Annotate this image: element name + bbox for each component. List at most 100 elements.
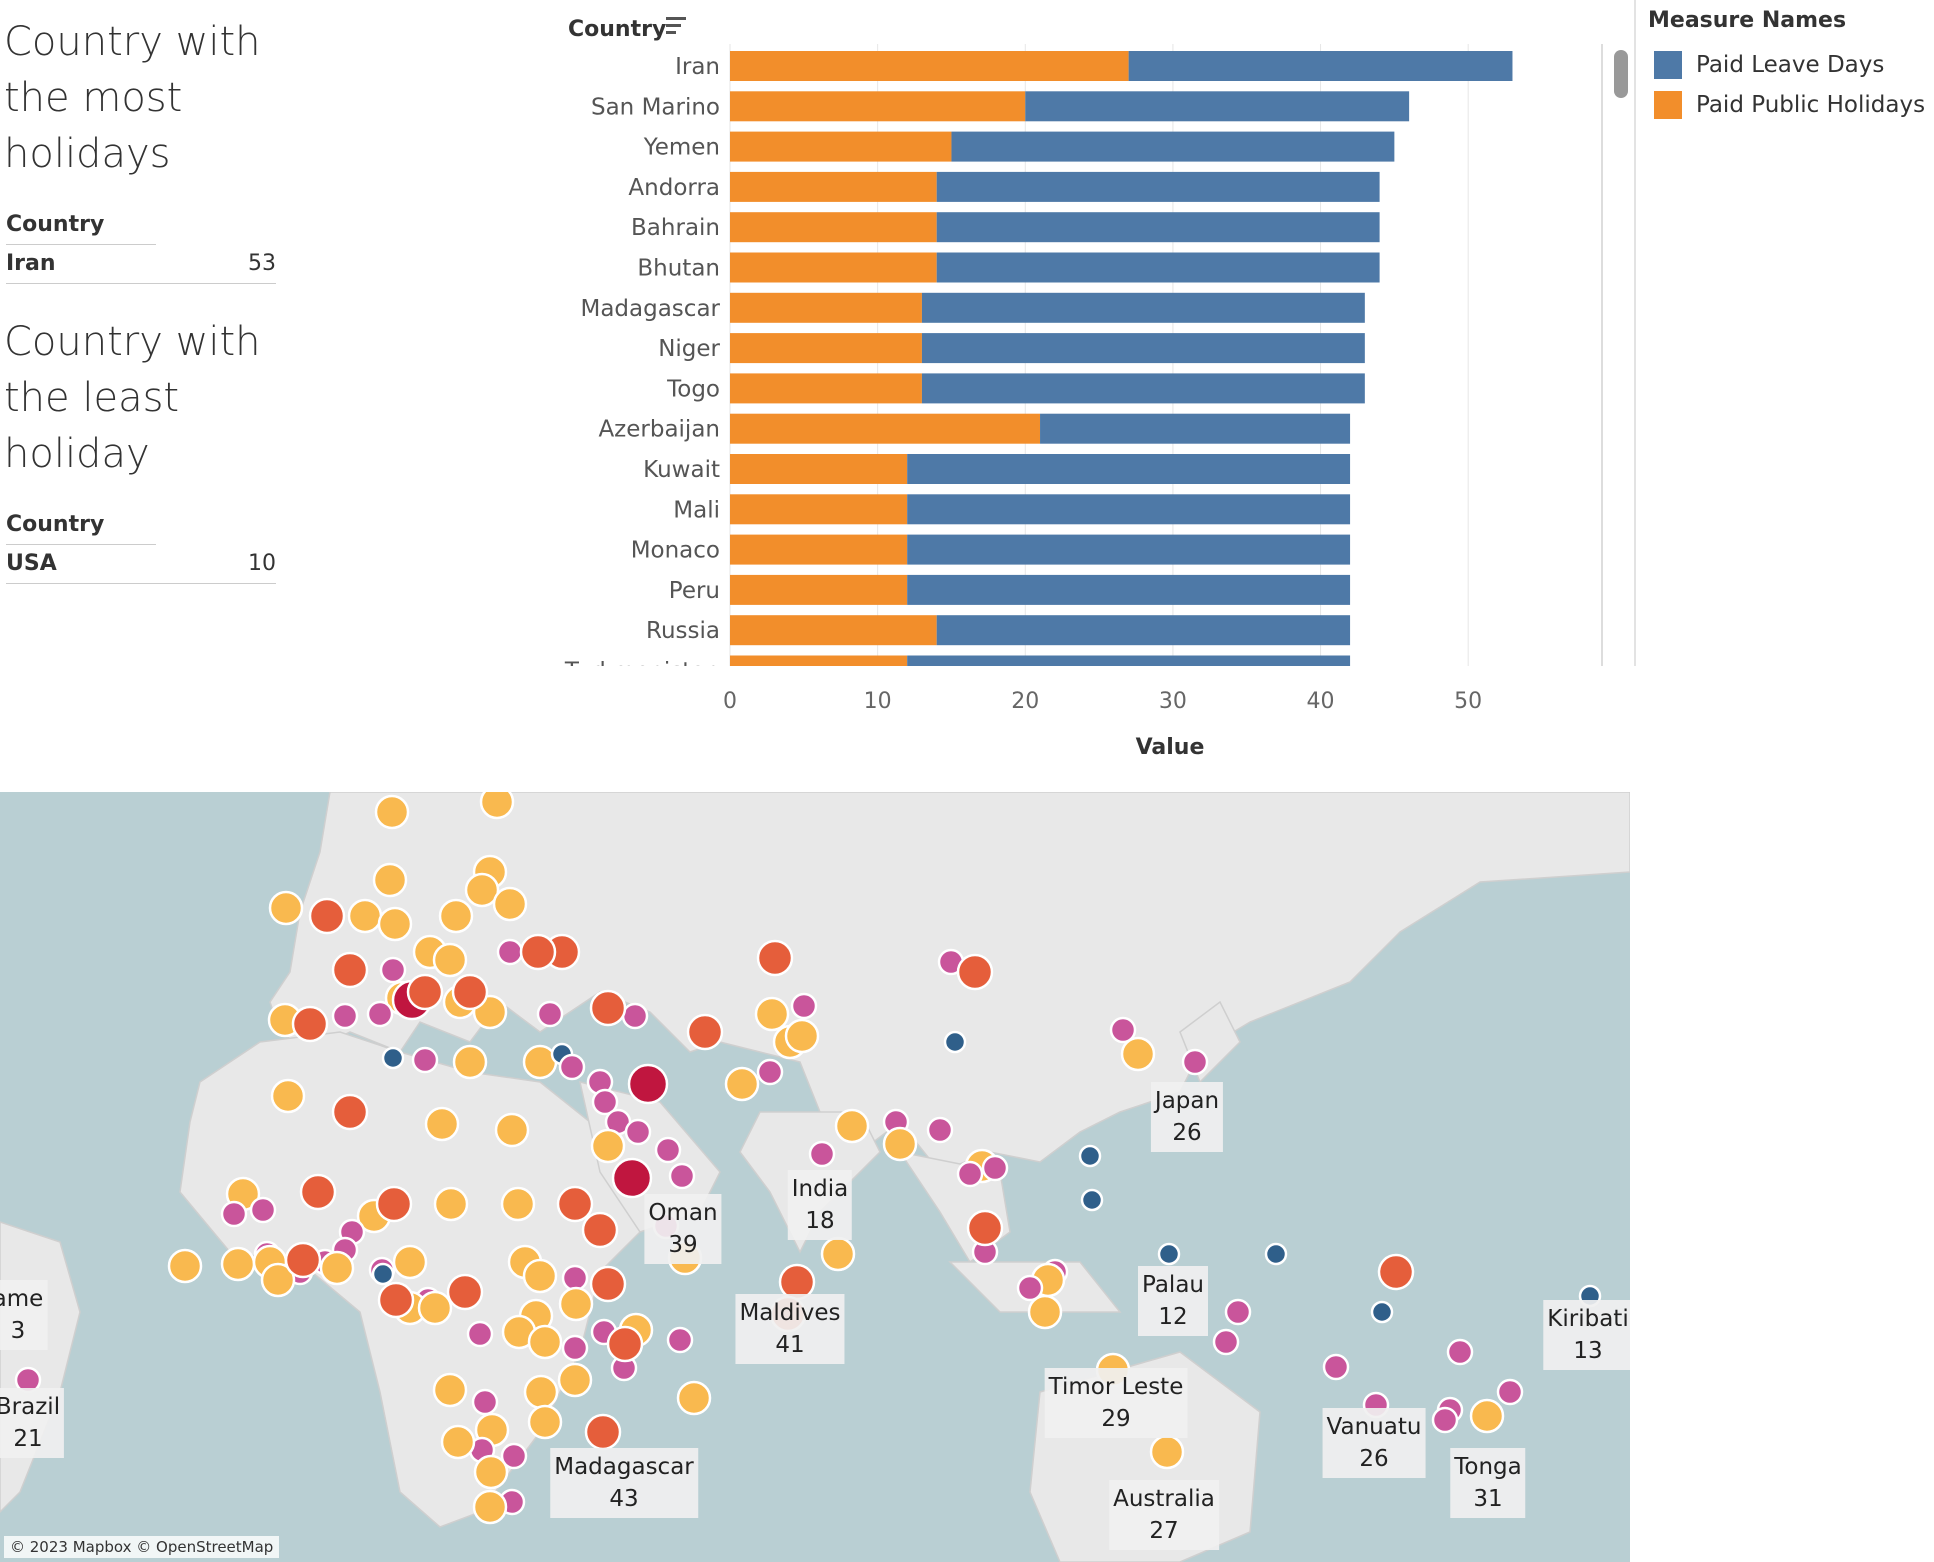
map-point[interactable]	[1431, 1406, 1459, 1434]
bar-paid-leave[interactable]	[951, 131, 1395, 162]
bar-public-holidays[interactable]	[730, 373, 922, 404]
map-point[interactable]	[527, 1324, 563, 1360]
bar-public-holidays[interactable]	[730, 91, 1026, 122]
map-point[interactable]	[834, 1108, 870, 1144]
bar-public-holidays[interactable]	[730, 655, 908, 686]
map-point[interactable]	[381, 1046, 405, 1070]
map-label-japan[interactable]: Japan 26	[1150, 1082, 1224, 1152]
bar-paid-leave[interactable]	[1040, 413, 1351, 444]
map-point[interactable]	[438, 898, 474, 934]
bar-paid-leave[interactable]	[907, 494, 1351, 525]
map-point[interactable]	[167, 1248, 203, 1284]
bar-public-holidays[interactable]	[730, 494, 908, 525]
legend-item-paid-leave[interactable]: Paid Leave Days	[1648, 45, 1925, 85]
map-point[interactable]	[943, 1030, 967, 1054]
map-point[interactable]	[433, 1186, 469, 1222]
map-point[interactable]	[527, 1404, 563, 1440]
map-point[interactable]	[496, 938, 524, 966]
bar-paid-leave[interactable]	[1128, 51, 1513, 81]
map-point[interactable]	[1224, 1298, 1252, 1326]
map-point[interactable]	[523, 1374, 559, 1410]
map-point[interactable]	[536, 1000, 564, 1028]
map-point[interactable]	[249, 1196, 277, 1224]
bar-paid-leave[interactable]	[936, 252, 1380, 283]
map-point[interactable]	[1181, 1048, 1209, 1076]
map-label-tonga[interactable]: Tonga 31	[1450, 1448, 1526, 1518]
map-point[interactable]	[220, 1200, 248, 1228]
bar-paid-leave[interactable]	[907, 454, 1351, 484]
bar-paid-leave[interactable]	[907, 574, 1351, 605]
map-point[interactable]	[1080, 1188, 1104, 1212]
map-point[interactable]	[464, 872, 500, 908]
map-point[interactable]	[790, 992, 818, 1020]
map-label-timor-leste[interactable]: Timor Leste 29	[1044, 1368, 1188, 1438]
map-point[interactable]	[270, 1078, 306, 1114]
map-point[interactable]	[981, 1154, 1009, 1182]
map-point[interactable]	[319, 1250, 355, 1286]
map-point[interactable]	[522, 1258, 558, 1294]
map-point[interactable]	[1109, 1016, 1137, 1044]
map-point[interactable]	[1322, 1353, 1350, 1381]
bar-public-holidays[interactable]	[730, 292, 922, 323]
map-point[interactable]	[590, 1128, 626, 1164]
map-point[interactable]	[446, 1273, 484, 1311]
least-table-row[interactable]: USA 10	[6, 545, 276, 584]
map-point[interactable]	[331, 1002, 359, 1030]
bar-paid-leave[interactable]	[936, 212, 1380, 243]
map-point[interactable]	[561, 1264, 589, 1292]
map-point[interactable]	[611, 1157, 653, 1199]
map-point[interactable]	[820, 1236, 856, 1272]
map-point[interactable]	[1469, 1398, 1505, 1434]
bar-paid-leave[interactable]	[907, 655, 1351, 686]
map-point[interactable]	[299, 1173, 337, 1211]
map-point[interactable]	[500, 1186, 536, 1222]
bar-paid-leave[interactable]	[921, 292, 1365, 323]
map-point[interactable]	[347, 898, 383, 934]
map-point[interactable]	[606, 1325, 644, 1363]
map-point[interactable]	[557, 1362, 593, 1398]
map-point[interactable]	[1446, 1338, 1474, 1366]
map-point[interactable]	[284, 1241, 322, 1279]
map-point[interactable]	[621, 1002, 649, 1030]
map-point[interactable]	[375, 1185, 413, 1223]
map-point[interactable]	[966, 1209, 1004, 1247]
map-label-palau[interactable]: Palau 12	[1138, 1266, 1208, 1336]
map-point[interactable]	[268, 890, 304, 926]
bar-public-holidays[interactable]	[730, 171, 937, 202]
map-point[interactable]	[808, 1140, 836, 1168]
bar-paid-leave[interactable]	[936, 171, 1380, 202]
map-point[interactable]	[1078, 1144, 1102, 1168]
map-point[interactable]	[392, 1244, 428, 1280]
map-point[interactable]	[220, 1246, 256, 1282]
map-point[interactable]	[522, 1044, 558, 1080]
map-point[interactable]	[308, 897, 346, 935]
bar-public-holidays[interactable]	[730, 212, 937, 243]
map-point[interactable]	[519, 933, 557, 971]
map-label-australia[interactable]: Australia 27	[1109, 1480, 1219, 1550]
map-point[interactable]	[500, 1442, 528, 1470]
map-point[interactable]	[371, 1262, 395, 1286]
bar-paid-leave[interactable]	[1025, 91, 1410, 122]
map-point[interactable]	[754, 996, 790, 1032]
bar-paid-leave[interactable]	[921, 373, 1365, 404]
bar-public-holidays[interactable]	[730, 615, 937, 646]
map-point[interactable]	[784, 1018, 820, 1054]
map-point[interactable]	[492, 886, 528, 922]
map-point[interactable]	[424, 1106, 460, 1142]
map-label-oman[interactable]: Oman 39	[644, 1194, 722, 1264]
map-point[interactable]	[581, 1211, 619, 1249]
map-point[interactable]	[882, 1126, 918, 1162]
map-label-kiribati[interactable]: Kiribati 13	[1543, 1300, 1630, 1370]
world-map[interactable]: Japan 26 India 18 Oman 39 Palau 12 Kiribati 1…	[0, 792, 1630, 1562]
bar-paid-leave[interactable]	[936, 615, 1351, 646]
map-point[interactable]	[479, 792, 515, 820]
bar-public-holidays[interactable]	[730, 454, 908, 484]
map-point[interactable]	[331, 1093, 369, 1131]
map-point[interactable]	[1370, 1300, 1394, 1324]
scrollbar-thumb[interactable]	[1614, 50, 1628, 98]
map-point[interactable]	[956, 953, 994, 991]
bar-public-holidays[interactable]	[730, 534, 908, 565]
map-label-maldives[interactable]: Maldives 41	[735, 1294, 845, 1364]
map-point[interactable]	[724, 1066, 760, 1102]
map-point[interactable]	[756, 1058, 784, 1086]
